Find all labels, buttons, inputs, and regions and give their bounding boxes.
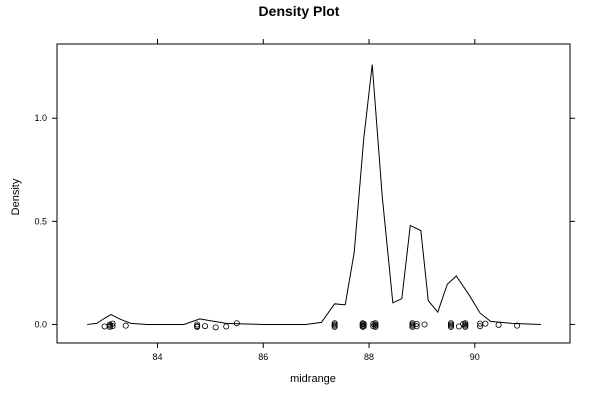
axis-ticks [52, 39, 575, 348]
rug-point [202, 323, 209, 330]
rug-point [109, 323, 116, 330]
rug-point [109, 320, 116, 327]
rug-point [101, 323, 108, 330]
x-tick-label: 90 [470, 352, 480, 362]
y-tick-label: 0.0 [34, 319, 47, 329]
rug-point [360, 323, 367, 330]
rug-point [421, 321, 428, 328]
rug-point [194, 323, 201, 330]
rug-point [413, 323, 420, 330]
y-tick-label: 1.0 [34, 113, 47, 123]
rug-point [514, 322, 521, 329]
rug-point [331, 323, 338, 330]
x-axis-label: midrange [290, 373, 336, 385]
rug-point [212, 324, 219, 331]
y-tick-labels: 0.0 0.5 1.0 [34, 113, 47, 329]
x-tick-label: 86 [258, 352, 268, 362]
density-line [87, 64, 541, 325]
rug-point [477, 323, 484, 330]
rug-point [370, 323, 377, 330]
rug-point [122, 322, 129, 329]
rug-point [223, 323, 230, 330]
rug-point [460, 320, 467, 327]
rug-point [482, 320, 489, 327]
rug-point [360, 320, 367, 327]
rug-point [409, 323, 416, 330]
rug-point [413, 320, 420, 327]
rug-point [233, 320, 240, 327]
rug-point [495, 321, 502, 328]
rug-point [455, 323, 462, 330]
rug-points [101, 320, 521, 331]
rug-point [194, 321, 201, 328]
x-tick-labels: 84 86 88 90 [152, 352, 479, 362]
rug-point [462, 323, 469, 330]
x-tick-label: 88 [364, 352, 374, 362]
rug-point [359, 323, 366, 330]
chart-title: Density Plot [259, 3, 340, 19]
rug-point [370, 320, 377, 327]
x-tick-label: 84 [152, 352, 162, 362]
y-tick-label: 0.5 [34, 216, 47, 226]
rug-point [448, 323, 455, 330]
y-axis-label: Density [10, 178, 22, 215]
plot-panel [56, 43, 571, 344]
